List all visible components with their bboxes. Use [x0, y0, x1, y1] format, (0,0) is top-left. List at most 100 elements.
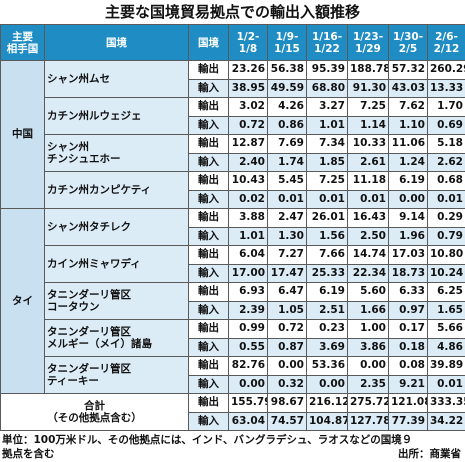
value-cell: 0.00 [388, 189, 428, 209]
text-line: 1/2- [236, 30, 260, 43]
data-row: タニンダーリ管区 コータウン 輸出 6.93 6.47 6.19 5.60 6.33 6.25 [1, 282, 465, 320]
value-cell: 34.22 [427, 411, 465, 431]
value-cell: 1.96 [388, 226, 428, 246]
value-cell: 7.25 [306, 171, 348, 191]
site-name: シャン州ムセ [44, 60, 189, 98]
value-cell: 11.18 [347, 171, 389, 191]
value-cell: 155.79 [228, 393, 268, 413]
value-cell: 49.59 [267, 78, 307, 98]
value-cell: 7.62 [388, 97, 428, 117]
text-line: 1/15 [274, 42, 300, 55]
flow-type: 輸入 [188, 263, 229, 283]
value-cell: 91.30 [347, 78, 389, 98]
value-cell: 0.86 [267, 115, 307, 135]
value-cell: 95.39 [306, 60, 348, 80]
header-cell: 国境 [44, 24, 189, 61]
value-cell: 0.01 [427, 189, 465, 209]
value-cell: 2.50 [347, 226, 389, 246]
site-name: タニンダーリ管区 コータウン [44, 282, 189, 320]
site-name: シャン州タチレク [44, 208, 189, 246]
value-cell: 5.60 [347, 282, 389, 302]
value-cell: 121.08 [388, 393, 428, 413]
text-line: シャン州ムセ [47, 73, 110, 85]
value-cell: 1.01 [306, 115, 348, 135]
value-cell: 0.55 [228, 337, 268, 357]
value-cell: 7.27 [267, 245, 307, 265]
value-cell: 127.78 [347, 411, 389, 431]
flow-type: 輸出 [188, 208, 229, 228]
flow-type: 輸出 [188, 171, 229, 191]
text-line: 1/30- [392, 30, 424, 43]
value-cell: 6.93 [228, 282, 268, 302]
flow-type: 輸出 [188, 97, 229, 117]
value-cell: 17.03 [388, 245, 428, 265]
flow-type: 輸出 [188, 134, 229, 154]
value-cell: 3.69 [306, 337, 348, 357]
value-cell: 3.88 [228, 208, 268, 228]
value-cell: 1.14 [347, 115, 389, 135]
value-cell: 10.80 [427, 245, 465, 265]
value-cell: 188.78 [347, 60, 389, 80]
value-cell: 0.99 [228, 319, 268, 339]
value-cell: 14.74 [347, 245, 389, 265]
site-name: タニンダーリ管区 メルギー（メイ）諸島 [44, 319, 189, 357]
text-line: 2/12 [433, 42, 460, 55]
value-cell: 275.72 [347, 393, 389, 413]
value-cell: 1.85 [306, 152, 348, 172]
value-cell: 10.24 [427, 263, 465, 283]
value-cell: 98.67 [267, 393, 307, 413]
data-row: 輸入 2.40 1.74 1.85 2.61 1.24 2.62 [1, 152, 465, 172]
header-row: 主要 相手国 国境 国境 1/2- 1/8 1/9- 1/15 1/16- 1/22 1/23- 1/… [0, 24, 465, 61]
value-cell: 1.56 [306, 226, 348, 246]
flow-type: 輸入 [188, 411, 229, 431]
flow-type: 輸入 [188, 300, 229, 320]
data-row: 輸入 2.39 1.05 2.51 1.66 0.97 1.65 [1, 300, 465, 320]
text-line: カイン州ミャワディ [47, 258, 141, 270]
value-cell: 0.01 [267, 189, 307, 209]
data-row: タニンダーリ管区 ティーキー 輸出 82.76 0.00 53.36 0.00 0.08 39.… [1, 356, 465, 394]
header-cell: 国境 [188, 24, 229, 61]
value-cell: 18.73 [388, 263, 428, 283]
value-cell: 7.66 [306, 245, 348, 265]
header-cell: 1/2- 1/8 [228, 24, 268, 61]
header-cell: 1/16- 1/22 [306, 24, 348, 61]
value-cell: 1.70 [427, 97, 465, 117]
flow-type: 輸出 [188, 356, 229, 376]
trade-table: 主要 相手国 国境 国境 1/2- 1/8 1/9- 1/15 1/16- 1/22 1/23- 1/… [0, 24, 465, 431]
text-line: 国境 [106, 36, 127, 49]
value-cell: 17.00 [228, 263, 268, 283]
text-line: シャン州タチレク [47, 221, 131, 233]
value-cell: 2.61 [347, 152, 389, 172]
value-cell: 1.30 [267, 226, 307, 246]
flow-type: 輸出 [188, 319, 229, 339]
value-cell: 3.02 [228, 97, 268, 117]
data-row: 輸入 38.95 49.59 68.80 91.30 43.03 13.33 [1, 78, 465, 98]
flow-type: 輸出 [188, 282, 229, 302]
value-cell: 0.01 [347, 189, 389, 209]
value-cell: 0.32 [267, 374, 307, 394]
value-cell: 4.26 [267, 97, 307, 117]
value-cell: 0.23 [306, 319, 348, 339]
flow-type: 輸出 [188, 245, 229, 265]
header-cell: 1/9- 1/15 [267, 24, 307, 61]
value-cell: 2.62 [427, 152, 465, 172]
text-line: タニンダーリ管区 [47, 326, 131, 338]
value-cell: 0.97 [388, 300, 428, 320]
value-cell: 2.39 [228, 300, 268, 320]
value-cell: 77.39 [388, 411, 428, 431]
value-cell: 0.02 [228, 189, 268, 209]
value-cell: 0.68 [427, 171, 465, 191]
value-cell: 0.00 [306, 374, 348, 394]
value-cell: 1.05 [267, 300, 307, 320]
value-cell: 0.72 [267, 319, 307, 339]
value-cell: 0.00 [347, 356, 389, 376]
flow-type: 輸入 [188, 152, 229, 172]
text-line: タニンダーリ管区 [47, 363, 131, 375]
value-cell: 38.95 [228, 78, 268, 98]
value-cell: 11.06 [388, 134, 428, 154]
value-cell: 10.33 [347, 134, 389, 154]
value-cell: 57.32 [388, 60, 428, 80]
value-cell: 82.76 [228, 356, 268, 376]
text-line: コータウン [47, 301, 100, 313]
value-cell: 68.80 [306, 78, 348, 98]
